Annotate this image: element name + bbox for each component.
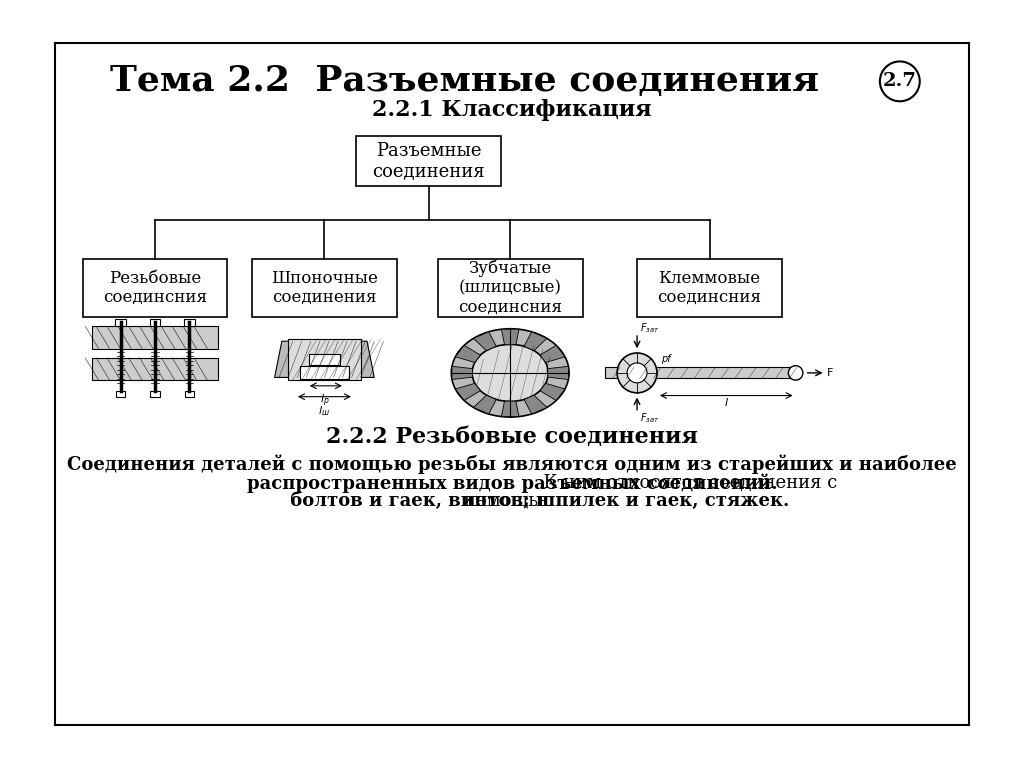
Text: Зубчатые
(шлицсвые)
соединсния: Зубчатые (шлицсвые) соединсния xyxy=(458,260,562,316)
Polygon shape xyxy=(274,341,375,377)
Bar xyxy=(308,354,340,365)
Polygon shape xyxy=(540,383,565,400)
Polygon shape xyxy=(456,383,480,400)
Text: болтов и гаек, винтов; шпилек и гаек, стяжек.: болтов и гаек, винтов; шпилек и гаек, ст… xyxy=(234,492,790,510)
FancyBboxPatch shape xyxy=(252,259,397,317)
Text: Шпоночные
соединения: Шпоночные соединения xyxy=(271,270,378,306)
Text: 2.2.2 Резьбовые соединения: 2.2.2 Резьбовые соединения xyxy=(326,426,698,449)
Text: Соединения деталей с помощью резьбы являются одним из старейших и наиболее: Соединения деталей с помощью резьбы явля… xyxy=(68,455,956,475)
Text: Разъемные
соединения: Разъемные соединения xyxy=(373,142,485,180)
Polygon shape xyxy=(456,346,480,362)
Bar xyxy=(150,319,161,326)
Bar xyxy=(299,366,349,379)
FancyBboxPatch shape xyxy=(83,259,227,317)
Polygon shape xyxy=(524,332,547,351)
FancyBboxPatch shape xyxy=(637,259,782,317)
Text: pf: pf xyxy=(662,354,671,364)
Text: $l_ш$: $l_ш$ xyxy=(318,404,331,418)
Text: $F_{зат}$: $F_{зат}$ xyxy=(640,321,659,335)
Circle shape xyxy=(617,353,657,393)
Text: 2.2.1 Классификация: 2.2.1 Классификация xyxy=(372,99,652,121)
Bar xyxy=(185,391,194,397)
Bar xyxy=(116,391,125,397)
Text: 2.7: 2.7 xyxy=(883,72,916,91)
Bar xyxy=(91,358,218,380)
Text: $l_p$: $l_p$ xyxy=(319,393,330,409)
Bar xyxy=(288,339,360,379)
Text: $F_{зат}$: $F_{зат}$ xyxy=(640,411,659,425)
Bar xyxy=(91,326,218,349)
Bar xyxy=(184,319,195,326)
Text: Резьбовые
соединсния: Резьбовые соединсния xyxy=(103,270,207,306)
Polygon shape xyxy=(502,401,519,416)
Polygon shape xyxy=(540,346,565,362)
Bar xyxy=(115,319,126,326)
Text: К ним относятся соединения с: К ним относятся соединения с xyxy=(186,474,838,492)
Text: F: F xyxy=(826,368,833,378)
Text: l: l xyxy=(725,399,728,409)
Polygon shape xyxy=(548,366,568,379)
Polygon shape xyxy=(473,396,497,414)
Circle shape xyxy=(788,366,803,380)
Polygon shape xyxy=(452,366,472,379)
Bar xyxy=(151,391,160,397)
Polygon shape xyxy=(473,332,497,351)
Ellipse shape xyxy=(452,329,569,417)
Text: Тема 2.2  Разъемные соединения: Тема 2.2 Разъемные соединения xyxy=(111,65,819,98)
Text: распространенных видов разъемных соединений.: распространенных видов разъемных соедине… xyxy=(247,473,777,492)
FancyBboxPatch shape xyxy=(356,136,501,186)
Polygon shape xyxy=(524,396,547,414)
Circle shape xyxy=(880,61,920,101)
FancyBboxPatch shape xyxy=(437,259,583,317)
Bar xyxy=(605,367,800,379)
Text: Клеммовые
соединсния: Клеммовые соединсния xyxy=(657,270,762,306)
Ellipse shape xyxy=(472,344,548,402)
Polygon shape xyxy=(502,329,519,345)
Text: помощью: помощью xyxy=(464,492,560,510)
Circle shape xyxy=(627,363,647,383)
